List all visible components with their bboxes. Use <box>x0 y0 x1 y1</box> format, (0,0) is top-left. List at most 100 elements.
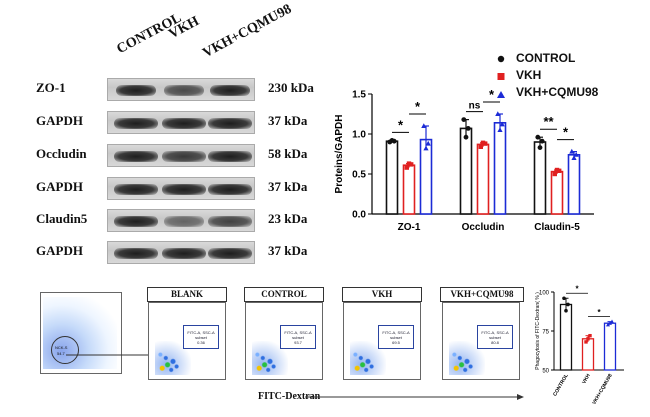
data-point <box>586 337 590 341</box>
bar <box>493 121 507 215</box>
band <box>114 151 158 162</box>
y-tick-label: 75 <box>542 330 549 336</box>
bar <box>533 141 547 215</box>
blot-row-label: GAPDH <box>36 179 83 194</box>
data-point <box>562 296 566 301</box>
data-point <box>421 123 427 128</box>
scatter-dots <box>155 341 191 375</box>
x-tick-label: CONTROL <box>552 373 570 397</box>
band <box>208 216 252 227</box>
data-point <box>608 321 612 325</box>
significance-label: * <box>415 99 421 114</box>
data-point <box>495 111 501 116</box>
flow-panel-blank: FITC-A, SSC-A subset 0.36 <box>148 302 226 380</box>
significance-label: * <box>489 88 495 102</box>
band <box>208 118 252 129</box>
band <box>208 248 252 259</box>
data-point <box>499 121 505 127</box>
significance-label: * <box>597 308 601 317</box>
flow-panel-vkh-cqmu98: FITC-A, SSC-A subset 80.8 <box>442 302 520 380</box>
data-point <box>552 171 557 177</box>
protein-bar-chart: 0.00.51.01.5Proteins/GAPDHZO-1**Occludin… <box>334 88 594 233</box>
blot-kda: 37 kDa <box>268 113 308 128</box>
data-point <box>409 162 414 167</box>
blot-row-label: GAPDH <box>36 243 83 258</box>
band <box>162 248 206 259</box>
gate-label: NCK-S <box>55 345 68 350</box>
blot-strip-occludin <box>107 144 255 167</box>
bar <box>581 338 595 371</box>
bar <box>419 138 433 215</box>
band <box>114 248 158 259</box>
flow-xlabel: FITC-Dextran <box>258 391 321 402</box>
significance-label: * <box>563 125 569 140</box>
data-point <box>539 138 545 144</box>
band <box>114 184 158 195</box>
legend-label: CONTROL <box>516 51 576 65</box>
bar <box>603 322 617 371</box>
y-tick-label: 50 <box>542 369 549 375</box>
gate-ellipse <box>51 336 79 364</box>
blot-row-label: ZO-1 <box>36 80 66 95</box>
band <box>114 118 158 129</box>
legend-marker-triangle <box>497 91 505 98</box>
band <box>162 151 206 162</box>
data-point <box>584 340 588 344</box>
blot-row-label: Occludin <box>36 146 87 161</box>
data-point <box>425 140 431 146</box>
lane-label-vkh-cqmu98: VKH+CQMU98 <box>200 1 295 62</box>
band <box>208 184 252 195</box>
data-point <box>571 155 577 160</box>
data-point <box>478 144 483 149</box>
flow-panel-title: VKH <box>342 287 422 302</box>
flow-panel-title: CONTROL <box>244 287 324 302</box>
significance-label: * <box>398 117 404 132</box>
data-point <box>497 127 503 132</box>
gate-box-value: 93.7 <box>294 340 302 345</box>
flow-panel-title: BLANK <box>147 287 227 302</box>
blot-strip-zo1 <box>107 78 255 101</box>
gate-box-value: 80.8 <box>491 340 499 345</box>
y-axis-label: Phagocytosis of FITC-Dextran( % ) <box>535 292 541 370</box>
gate-box: FITC-A, SSC-A subset 0.36 <box>183 325 219 349</box>
band <box>164 216 204 227</box>
bar <box>567 154 581 215</box>
legend-markers <box>497 55 505 98</box>
flow-panel-title: VKH+CQMU98 <box>440 287 524 302</box>
blot-strip-gapdh <box>107 111 255 134</box>
gate-box-value: 0.36 <box>197 340 205 345</box>
significance-label: ** <box>543 114 554 129</box>
data-point <box>610 319 614 324</box>
blot-row-label: Claudin5 <box>36 211 88 226</box>
blot-kda: 37 kDa <box>268 179 308 194</box>
blot-row-label: GAPDH <box>36 113 83 128</box>
y-tick-label: 0.0 <box>352 210 366 221</box>
gate-box: FITC-A, SSC-A subset 93.7 <box>280 325 316 349</box>
blot-strip-gapdh <box>107 241 255 264</box>
scatter-dots <box>350 341 386 375</box>
data-point <box>465 126 471 131</box>
data-point <box>535 134 541 140</box>
band <box>162 184 206 195</box>
data-point <box>569 148 575 154</box>
blot-kda: 58 kDa <box>268 146 308 161</box>
data-point <box>391 138 397 144</box>
legend-label: VKH <box>516 68 542 82</box>
band <box>208 151 252 162</box>
gate-arrow <box>66 352 156 358</box>
blot-strip-claudin5 <box>107 209 255 232</box>
data-point <box>483 141 488 146</box>
data-point <box>566 302 570 307</box>
band <box>162 118 206 129</box>
gate-box: FITC-A, SSC-A subset 80.8 <box>477 325 513 349</box>
band <box>116 85 156 96</box>
significance-label: ns <box>469 101 481 112</box>
legend-marker-square <box>497 73 505 80</box>
gate-box-value: 69.5 <box>392 340 400 345</box>
data-point <box>557 168 562 173</box>
x-tick-label: Claudin-5 <box>534 222 580 233</box>
band <box>114 216 158 227</box>
data-point <box>588 333 592 338</box>
x-tick-label: VKH+CQMU98 <box>591 373 613 406</box>
